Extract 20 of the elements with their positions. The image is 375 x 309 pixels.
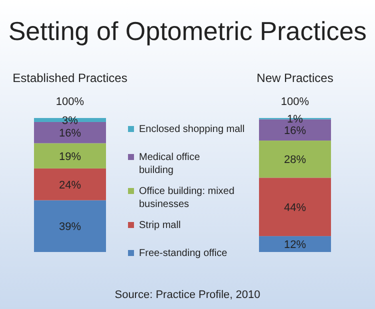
x-tick-label: New Practices bbox=[256, 71, 334, 85]
data-label: 44% bbox=[284, 202, 306, 214]
data-label: 39% bbox=[58, 221, 82, 234]
data-label: 28% bbox=[284, 154, 306, 166]
legend-label: Medical office building bbox=[139, 152, 200, 176]
legend-label: Office building: mixed businesses bbox=[139, 186, 234, 210]
source-note: Source: Practice Profile, 2010 bbox=[114, 289, 260, 301]
data-label: 19% bbox=[58, 150, 82, 163]
data-label: 16% bbox=[58, 128, 82, 140]
x-tick-label: Established Practices bbox=[12, 71, 128, 85]
legend-label: Free-standing office bbox=[139, 248, 228, 259]
legend-label: Enclosed shopping mall bbox=[139, 124, 245, 135]
chart-title: Setting of Optometric Practices bbox=[8, 16, 367, 46]
total-label: 100% bbox=[280, 96, 310, 108]
total-label: 100% bbox=[56, 96, 84, 108]
data-label: 12% bbox=[284, 239, 306, 252]
data-label: 3% bbox=[62, 114, 78, 127]
legend-label: Strip mall bbox=[139, 220, 181, 231]
data-label: 24% bbox=[58, 179, 82, 192]
data-label: 16% bbox=[284, 124, 306, 137]
